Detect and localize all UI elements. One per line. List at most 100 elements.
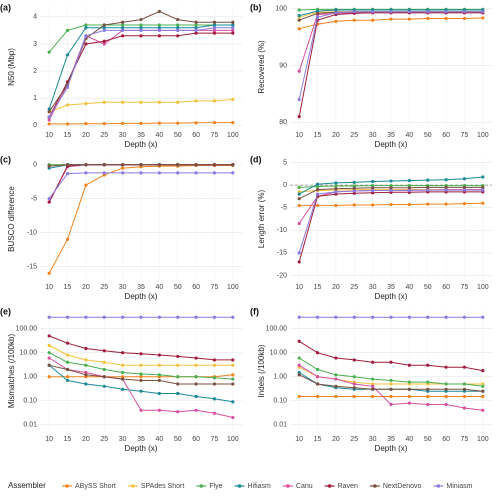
point: [389, 202, 393, 207]
x-tick-label: 75: [211, 132, 219, 139]
legend-label: Flye: [209, 483, 222, 490]
point: [231, 31, 235, 35]
x-tick-label: 35: [137, 132, 145, 139]
point: [297, 69, 301, 73]
point: [334, 19, 338, 23]
point: [315, 188, 320, 192]
x-tick-label: 15: [314, 284, 322, 291]
point: [389, 382, 393, 386]
y-axis-title: Mismatches (/100kb): [7, 334, 16, 409]
point: [444, 402, 448, 407]
point: [481, 175, 485, 179]
point: [47, 50, 51, 54]
x-tick-label: 75: [211, 284, 219, 291]
point: [371, 203, 375, 207]
y-tick-label: 1.00: [273, 374, 287, 381]
x-tick-label: 50: [174, 436, 182, 443]
y-tick-label: 2: [33, 68, 37, 75]
point: [444, 365, 448, 369]
point: [139, 28, 143, 32]
point: [297, 14, 301, 18]
x-tick-label: 50: [424, 436, 432, 443]
x-tick-label: 40: [155, 284, 163, 291]
point: [102, 39, 106, 43]
point: [65, 103, 70, 107]
point: [462, 406, 467, 410]
point: [444, 382, 448, 386]
x-tick-label: 20: [82, 284, 90, 291]
point: [334, 384, 338, 388]
x-tick-label: 60: [192, 132, 200, 139]
point: [194, 163, 198, 167]
point: [407, 188, 411, 193]
point: [371, 387, 375, 391]
legend-label: SPAdes Short: [141, 483, 185, 490]
point: [334, 11, 338, 15]
point: [102, 42, 106, 46]
point: [389, 402, 393, 407]
x-tick-label: 100: [227, 436, 239, 443]
point: [334, 184, 338, 188]
y-tick-label: -5: [281, 205, 287, 212]
x-tick-label: 15: [64, 284, 72, 291]
point: [481, 16, 485, 20]
point: [352, 10, 356, 14]
point: [462, 382, 467, 386]
point: [212, 315, 217, 319]
x-tick-label: 100: [477, 132, 489, 139]
point: [121, 171, 125, 175]
point: [47, 315, 51, 319]
point: [371, 384, 375, 388]
point: [231, 315, 235, 319]
point: [212, 26, 217, 30]
point: [102, 367, 106, 372]
point: [426, 188, 430, 192]
point: [121, 363, 125, 367]
point: [121, 26, 125, 30]
point: [212, 363, 217, 367]
point: [102, 28, 106, 32]
point: [481, 408, 485, 412]
point: [212, 382, 217, 386]
legend-label: Hifiasm: [248, 483, 272, 490]
legend-label: Miniasm: [446, 483, 472, 490]
point: [102, 163, 106, 167]
point: [194, 99, 198, 103]
point: [426, 185, 430, 189]
panel-label: (d): [250, 154, 262, 164]
point: [194, 315, 198, 319]
point: [176, 391, 180, 396]
x-tick-label: 10: [45, 284, 53, 291]
point: [194, 382, 198, 386]
point: [84, 163, 88, 167]
point: [352, 375, 356, 379]
point: [84, 102, 88, 106]
x-tick-label: 10: [45, 436, 53, 443]
point: [426, 315, 430, 319]
point: [481, 315, 485, 319]
point: [462, 177, 467, 181]
x-tick-label: 40: [155, 132, 163, 139]
point: [47, 351, 51, 355]
x-tick-label: 60: [442, 284, 450, 291]
point: [157, 26, 161, 30]
point: [84, 358, 88, 362]
point: [352, 191, 356, 195]
point: [444, 178, 448, 182]
point: [389, 394, 393, 399]
point: [65, 367, 70, 372]
point: [352, 189, 356, 193]
point: [462, 10, 467, 14]
point: [47, 122, 51, 126]
x-tick-label: 10: [45, 132, 53, 139]
point: [139, 26, 143, 30]
x-tick-label: 20: [332, 284, 340, 291]
point: [47, 200, 51, 204]
point: [444, 16, 448, 21]
point: [47, 363, 51, 367]
y-tick-label: 0: [33, 122, 37, 129]
x-axis-title: Depth (x): [375, 292, 408, 301]
x-tick-label: 20: [82, 436, 90, 443]
panel-label: (c): [0, 154, 11, 164]
